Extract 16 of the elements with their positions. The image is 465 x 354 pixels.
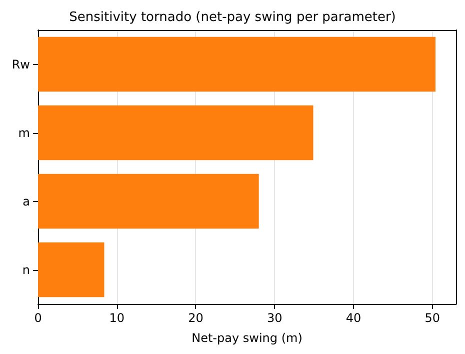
bar	[38, 242, 104, 298]
x-tick-label: 20	[188, 311, 204, 325]
bar	[38, 174, 259, 229]
x-tick-label: 0	[34, 311, 42, 325]
x-tick-label: 50	[424, 311, 440, 325]
bar	[38, 105, 314, 160]
x-tick-label: 40	[346, 311, 362, 325]
x-axis-title: Net-pay swing (m)	[192, 331, 302, 345]
bar	[38, 36, 436, 92]
y-tick-label: Rw	[12, 57, 30, 72]
y-tick-label: m	[18, 126, 30, 140]
y-tick-label: a	[22, 194, 30, 208]
chart-title: Sensitivity tornado (net-pay swing per parameter)	[69, 10, 396, 25]
y-tick-label: n	[22, 262, 30, 277]
x-tick-label: 10	[109, 311, 125, 325]
x-tick-label: 30	[266, 311, 282, 325]
